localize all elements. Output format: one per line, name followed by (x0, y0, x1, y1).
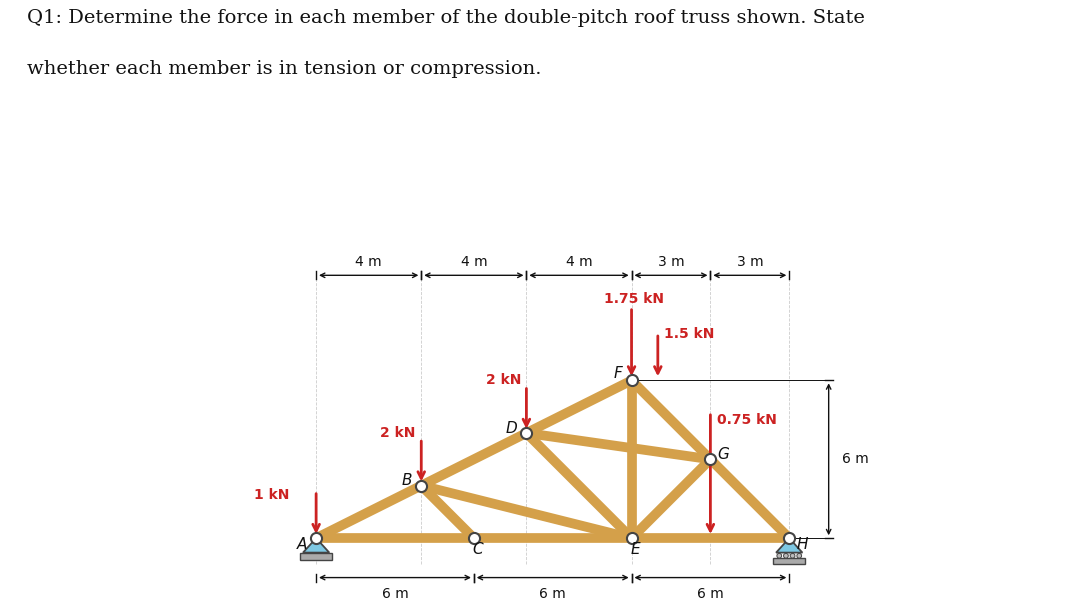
Text: 2 kN: 2 kN (486, 373, 522, 388)
Text: F: F (615, 365, 623, 380)
Text: 1.75 kN: 1.75 kN (604, 292, 664, 306)
Text: 1 kN: 1 kN (255, 488, 289, 502)
Text: 0.75 kN: 0.75 kN (717, 413, 778, 427)
Text: 3 m: 3 m (737, 255, 764, 268)
Circle shape (797, 553, 801, 558)
Text: A: A (297, 537, 307, 552)
Circle shape (791, 553, 795, 558)
Text: B: B (402, 473, 413, 488)
Text: 4 m: 4 m (460, 255, 487, 268)
Polygon shape (777, 538, 802, 553)
Text: D: D (507, 421, 517, 436)
Text: Q1: Determine the force in each member of the double-pitch roof truss shown. Sta: Q1: Determine the force in each member o… (27, 9, 865, 27)
Text: 4 m: 4 m (355, 255, 382, 268)
Text: 3 m: 3 m (658, 255, 685, 268)
Text: H: H (797, 537, 808, 552)
Text: whether each member is in tension or compression.: whether each member is in tension or com… (27, 60, 541, 78)
Polygon shape (773, 559, 805, 563)
Text: G: G (717, 447, 729, 462)
Text: 2 kN: 2 kN (380, 426, 416, 440)
Polygon shape (300, 553, 332, 560)
Text: 6 m: 6 m (841, 452, 868, 467)
Polygon shape (303, 538, 329, 553)
Circle shape (784, 553, 788, 558)
Text: 1.5 kN: 1.5 kN (664, 327, 715, 341)
Circle shape (777, 553, 782, 558)
Text: C: C (472, 542, 483, 557)
Text: E: E (631, 542, 640, 557)
Text: 6 m: 6 m (381, 587, 408, 601)
Text: 4 m: 4 m (566, 255, 592, 268)
Text: 6 m: 6 m (697, 587, 724, 601)
Text: 6 m: 6 m (539, 587, 566, 601)
